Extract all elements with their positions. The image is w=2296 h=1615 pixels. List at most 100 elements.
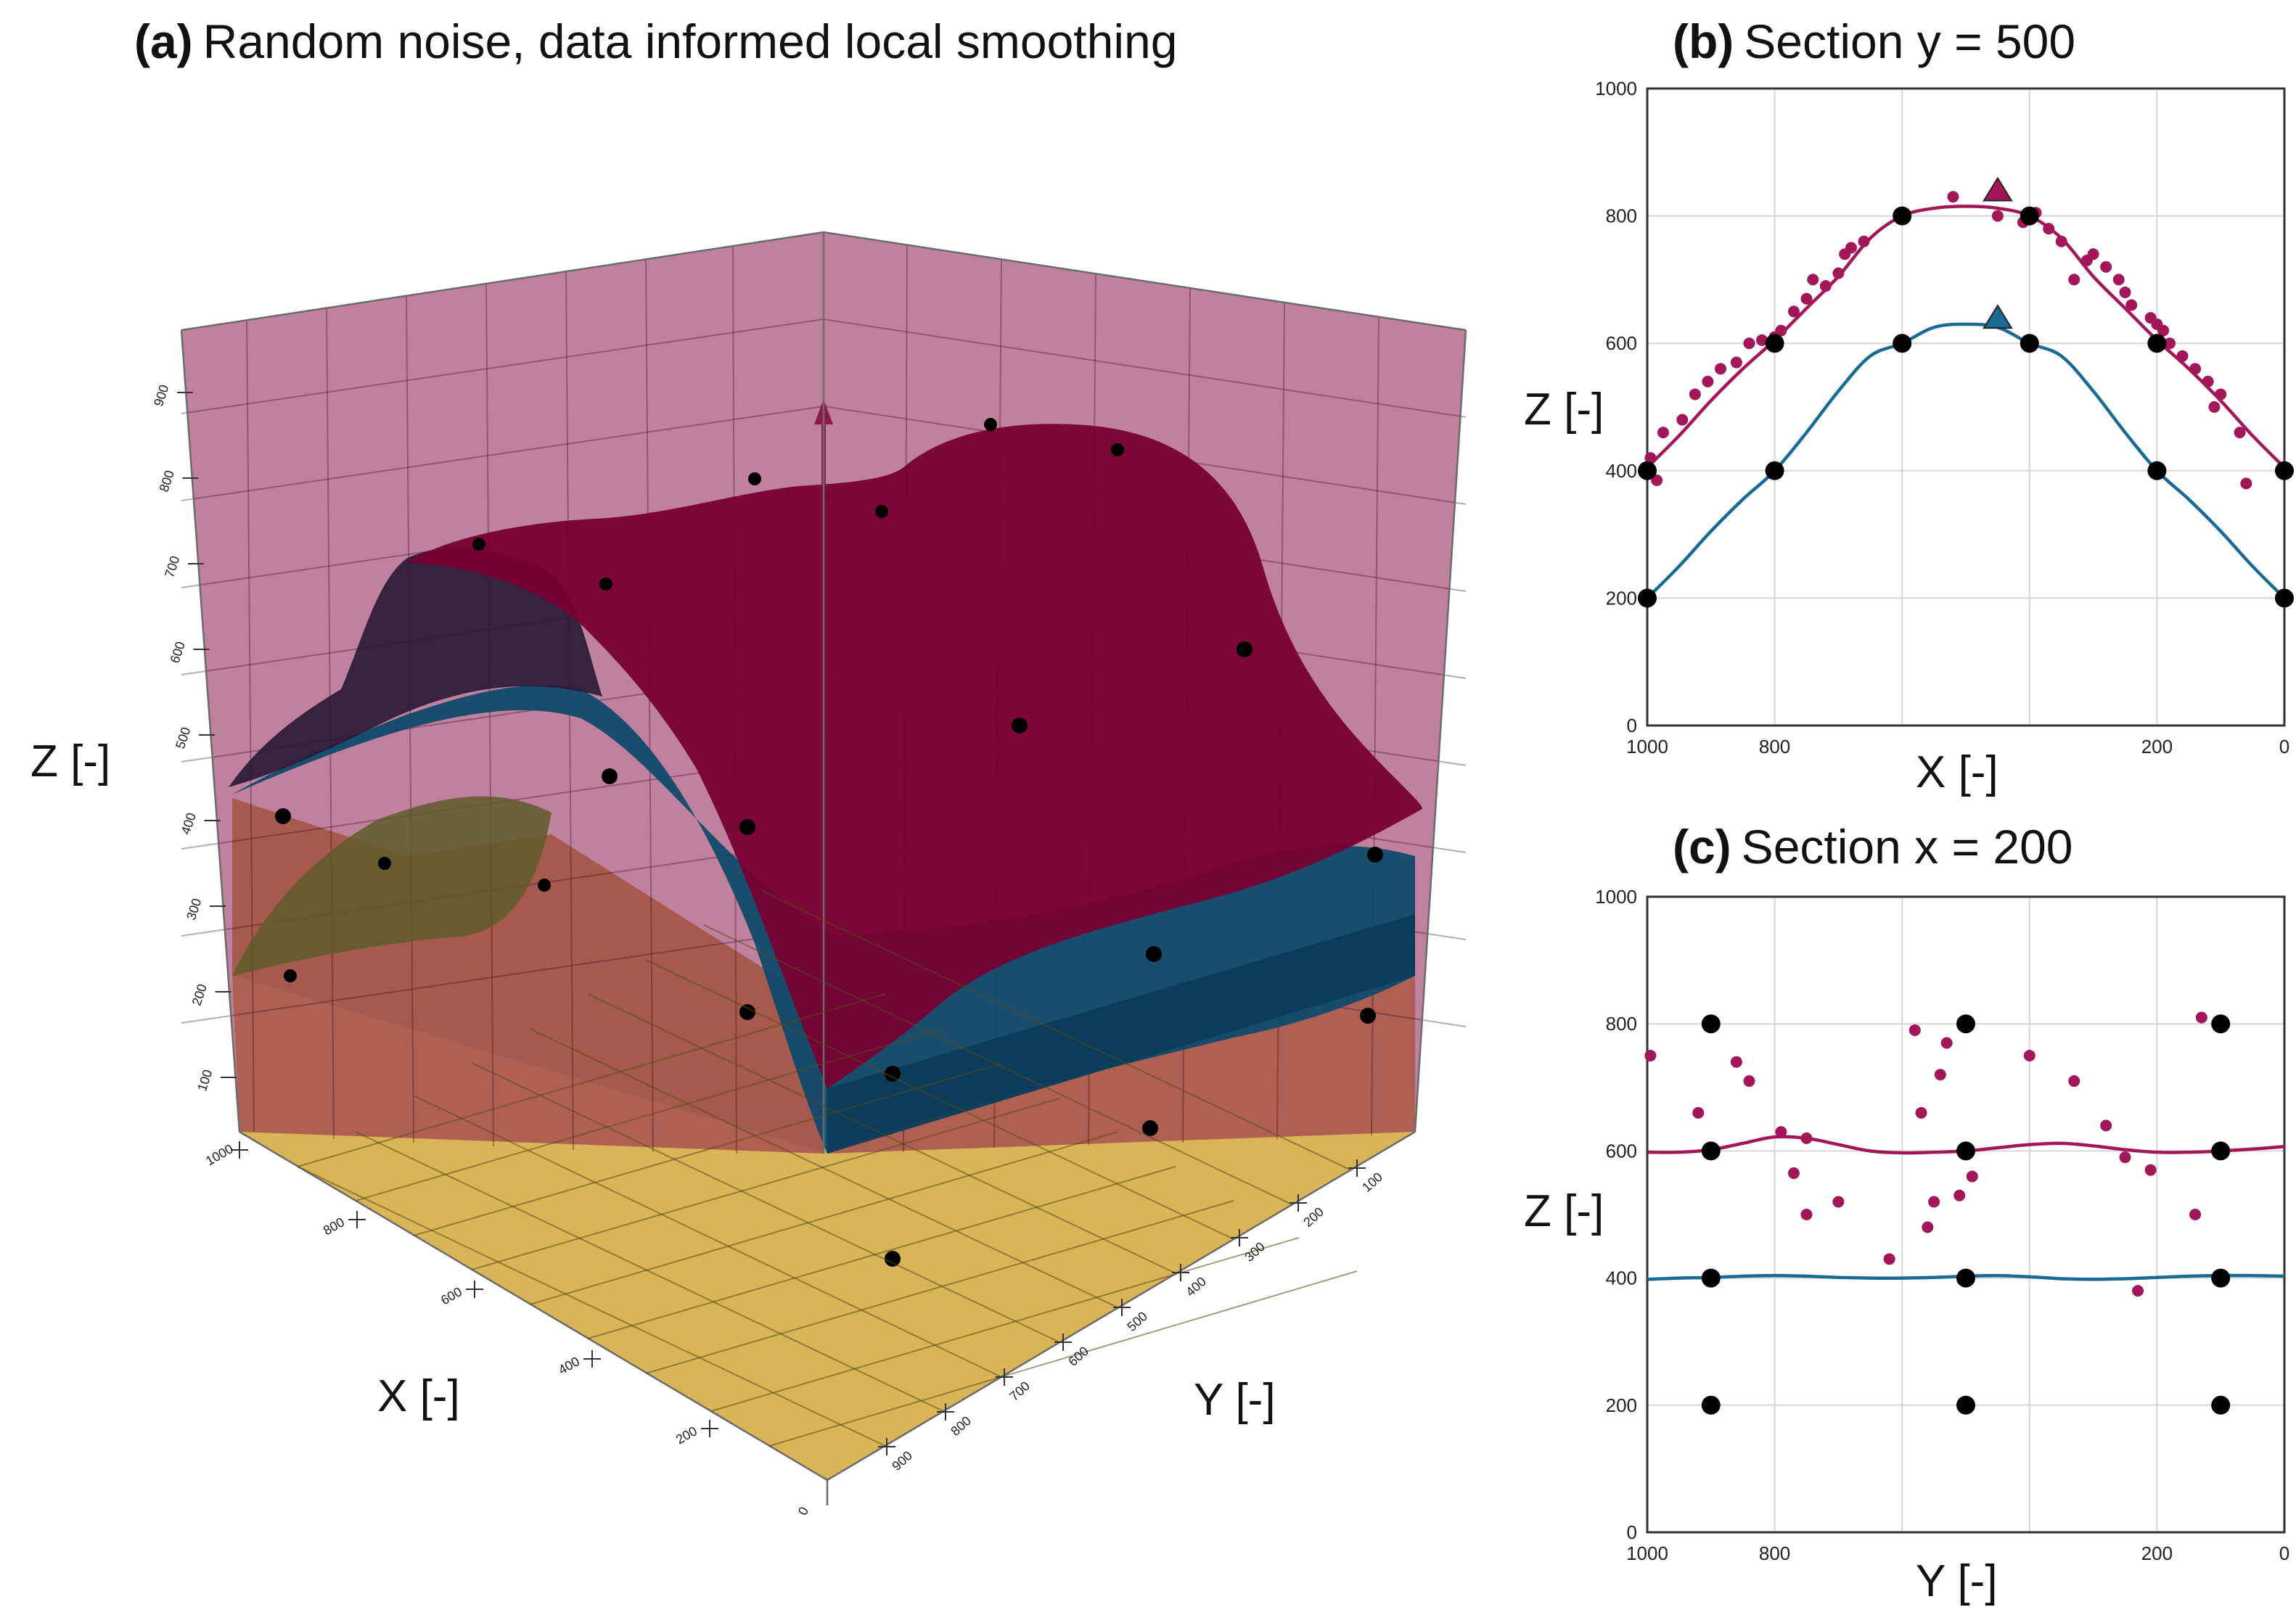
y-tick-label: 600	[1065, 1344, 1091, 1369]
control-point	[1956, 1014, 1975, 1034]
noise-point	[1858, 235, 1870, 247]
noise-point	[2087, 248, 2099, 260]
z-tick-label: 700	[162, 554, 182, 580]
noise-point	[2189, 1209, 2202, 1220]
panel-a-title: (a) Random noise, data informed local smo…	[134, 15, 1177, 68]
noise-point	[2119, 1151, 2131, 1164]
noise-point	[1940, 1037, 1953, 1049]
peak-marker	[1983, 176, 2013, 202]
y-tick-label: 400	[1606, 460, 1637, 482]
plot-area	[1647, 897, 2284, 1532]
noise-point	[1845, 242, 1857, 254]
noise-point	[2100, 1119, 2112, 1132]
panel-b-plot: 0 200 400 600 800 1000 1000 800 200 0	[1595, 78, 2294, 757]
noise-point	[1947, 191, 1959, 203]
noise-point	[1692, 1106, 1705, 1119]
z-tick-label: 600	[168, 640, 188, 665]
noise-point	[2208, 401, 2221, 413]
y-tick-mark	[937, 1403, 954, 1421]
control-point	[1956, 1141, 1975, 1161]
noise-point	[1775, 324, 1787, 337]
x-tick-label: 200	[673, 1423, 700, 1447]
noise-point	[1934, 1069, 1946, 1081]
floor-grid	[297, 890, 1358, 1447]
noise-point	[1807, 274, 1819, 286]
z-tick-label: 300	[184, 897, 204, 922]
noise-point	[1702, 375, 1714, 387]
noise-point	[1991, 210, 2004, 222]
x-tick-mark	[348, 1211, 366, 1228]
panel-a-title-text: Random noise, data informed local smooth…	[203, 15, 1178, 68]
panel-a-tag: (a)	[134, 15, 193, 68]
noise-point	[2157, 324, 2170, 337]
noise-point	[1730, 1056, 1742, 1068]
control-point	[1956, 1395, 1975, 1415]
left-lobe-surface	[232, 796, 552, 976]
noise-point	[1743, 1075, 1755, 1088]
x-tick-label: 200	[2141, 736, 2173, 757]
z-tick-label: 800	[157, 469, 177, 494]
panel-c-title-text: Section x = 200	[1742, 820, 2073, 874]
box-frame	[180, 231, 1467, 1505]
x-tick-label: 0	[2279, 1542, 2289, 1564]
noise-point	[1953, 1189, 1966, 1201]
middle-surface-front	[827, 914, 1415, 1154]
panel-a-x-label: X [-]	[377, 1371, 460, 1421]
control-point	[1701, 1014, 1721, 1034]
control-point	[2211, 1268, 2231, 1288]
panel-c-x-label: Y [-]	[1916, 1556, 1998, 1606]
y-tick-label: 200	[1606, 1394, 1637, 1416]
noise-point	[1922, 1221, 1934, 1233]
peak-marker	[1983, 304, 2013, 329]
y-tick-mark	[996, 1368, 1013, 1386]
noise-point	[2163, 337, 2176, 350]
z-tick-label: 100	[194, 1068, 215, 1093]
noise-point	[1787, 305, 1800, 318]
x-tick-label: 800	[1759, 1542, 1790, 1564]
control-point	[1765, 461, 1784, 480]
x-tick-mark	[701, 1420, 718, 1437]
noise-point	[1819, 280, 1832, 292]
control-point	[1893, 206, 1912, 226]
control-point	[2211, 1141, 2231, 1161]
panel-c-y-label: Z [-]	[1524, 1186, 1604, 1236]
panel-c-plot: 0 200 400 600 800 1000 1000 800 200 0	[1595, 886, 2289, 1564]
y-tick-label: 0	[1627, 715, 1637, 736]
y-tick-mark	[1348, 1159, 1366, 1177]
plot-frame	[1646, 87, 2286, 727]
panel-a-y-label: Y [-]	[1194, 1375, 1276, 1425]
control-point	[1701, 1395, 1721, 1415]
panel-b-y-label: Z [-]	[1524, 385, 1604, 435]
panel-b-x-label: X [-]	[1916, 747, 1998, 797]
y-tick-label: 600	[1606, 1140, 1637, 1162]
noise-point	[1743, 337, 1755, 350]
panel-a-3d-surfaces: (a) Random noise, data informed local smo…	[30, 15, 1467, 1518]
noise-point	[2176, 350, 2189, 362]
noise-point	[1800, 1132, 1813, 1144]
control-point	[2211, 1395, 2231, 1415]
noise-point	[2144, 1164, 2157, 1176]
control-point	[2147, 334, 2167, 353]
control-point	[2020, 206, 2039, 226]
noise-point	[2068, 1075, 2080, 1088]
y-tick-label: 200	[1300, 1204, 1327, 1230]
plot-frame	[1646, 895, 2286, 1534]
noise-point	[2055, 235, 2067, 247]
control-point	[2275, 588, 2294, 608]
control-point	[1701, 1141, 1721, 1161]
x-tick-label: 200	[2141, 1542, 2173, 1564]
noise-point	[1775, 1126, 1787, 1138]
y-tick-label: 0	[1627, 1521, 1637, 1543]
noise-point	[1644, 452, 1657, 464]
control-point	[2020, 334, 2039, 353]
control-point	[1638, 461, 1657, 480]
left-shoulder-surface	[229, 548, 602, 787]
noise-point	[1714, 363, 1726, 375]
y-tick-label: 700	[1006, 1378, 1033, 1404]
noise-point	[1787, 1167, 1800, 1180]
noise-point	[1730, 356, 1742, 369]
z-tick-label: 900	[151, 383, 171, 408]
top-surface	[406, 424, 1422, 1088]
y-tick-label: 800	[1606, 205, 1637, 227]
plot-area	[1647, 89, 2284, 726]
